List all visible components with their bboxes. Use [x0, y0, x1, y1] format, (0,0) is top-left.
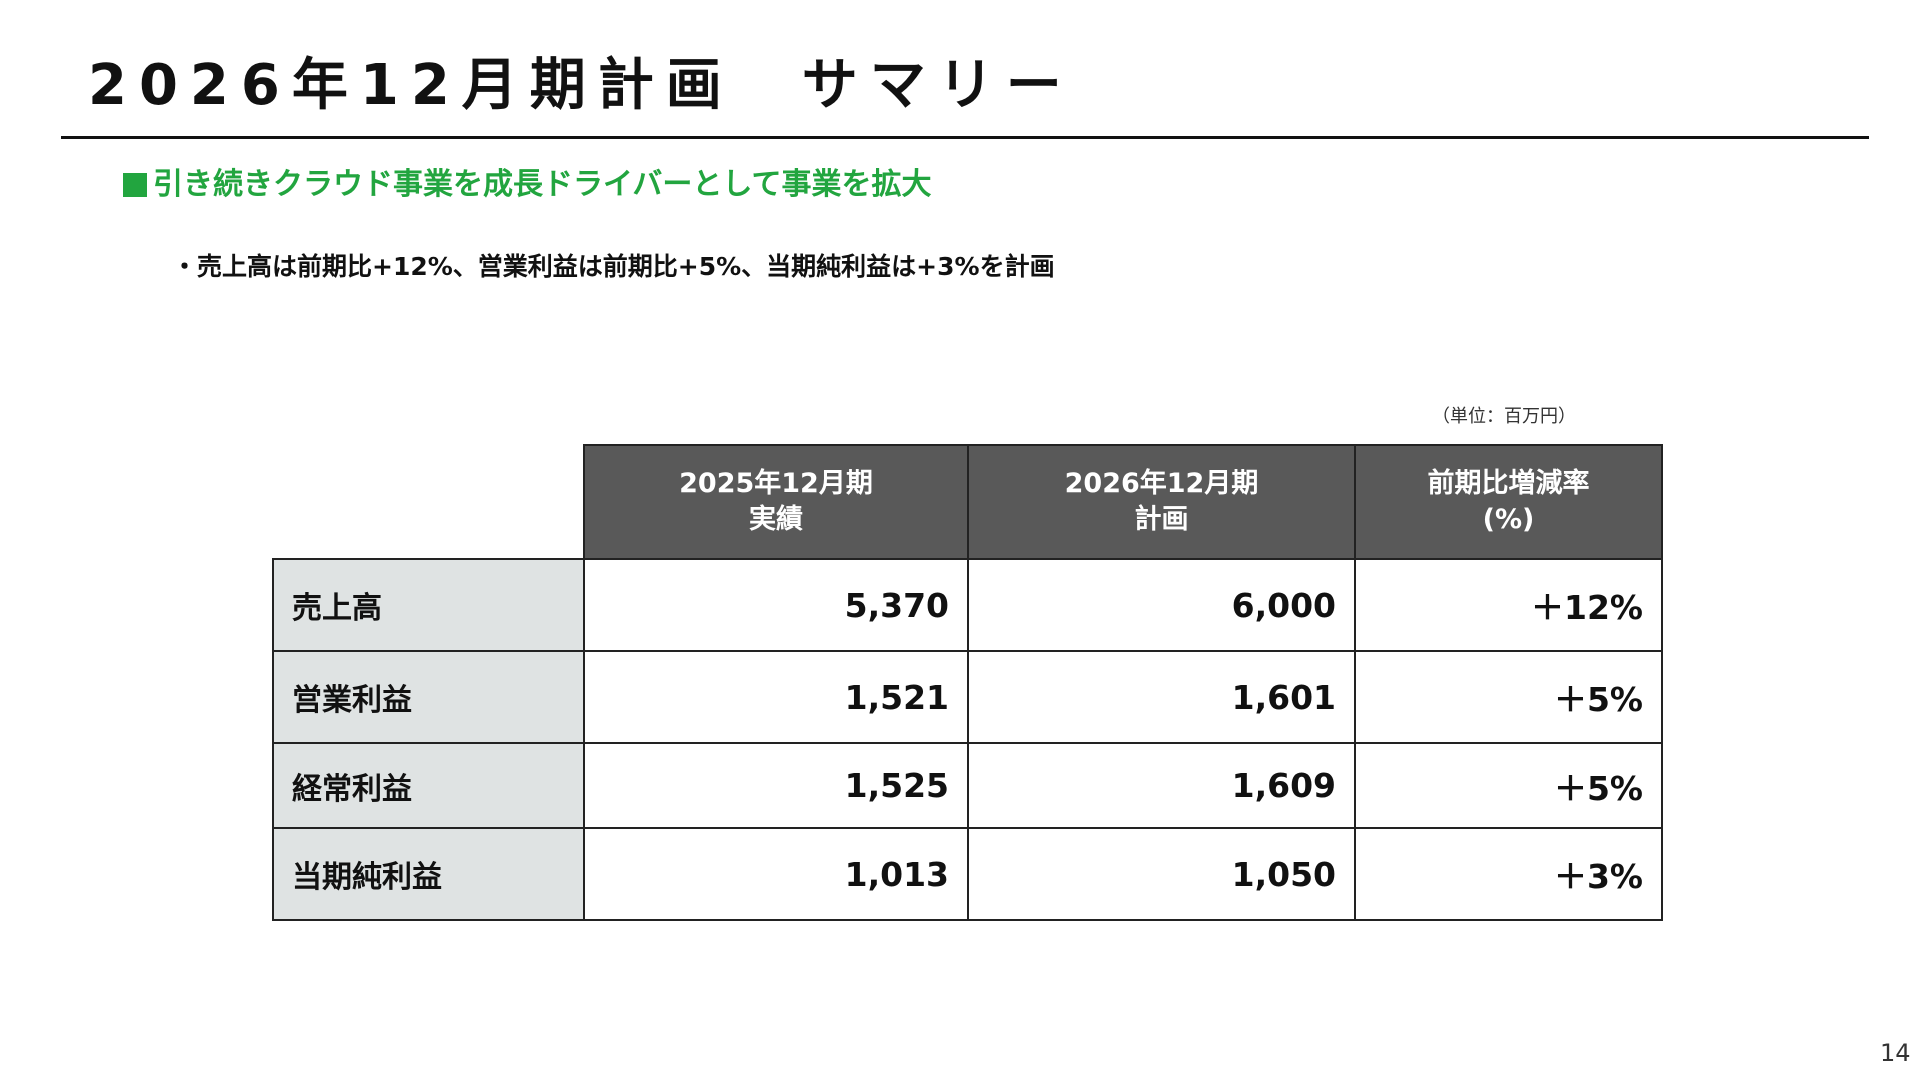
page-title: 2026年12月期計画 サマリー — [88, 53, 1074, 118]
table-header-row: 2025年12月期 実績 2026年12月期 計画 前期比増減率 (%) — [273, 444, 1663, 560]
cell-actual: 1,013 — [583, 827, 969, 921]
cell-plan: 1,609 — [967, 742, 1356, 829]
unit-note: （単位：百万円） — [1432, 406, 1576, 427]
section-heading-text: 引き続きクラウド事業を成長ドライバーとして事業を拡大 — [153, 167, 932, 202]
table-row-ordinary-profit: 経常利益 1,525 1,609 ＋5% — [272, 742, 1663, 829]
column-header-line: (%) — [1482, 504, 1535, 535]
cell-change: ＋5% — [1354, 742, 1663, 829]
square-bullet-icon — [123, 173, 147, 197]
summary-bullet: ・売上高は前期比+12%、営業利益は前期比+5%、当期純利益は+3%を計画 — [172, 252, 1055, 281]
section-heading: 引き続きクラウド事業を成長ドライバーとして事業を拡大 — [123, 165, 932, 205]
column-header-line: 2026年12月期 — [1064, 468, 1259, 499]
page-number: 14 — [1880, 1039, 1911, 1067]
cell-plan: 6,000 — [967, 558, 1356, 652]
table-row-operating-profit: 営業利益 1,521 1,601 ＋5% — [272, 650, 1663, 744]
table-row-net-sales: 売上高 5,370 6,000 ＋12% — [272, 558, 1663, 652]
table-corner-cell — [273, 445, 585, 560]
cell-plan: 1,601 — [967, 650, 1356, 744]
cell-plan: 1,050 — [967, 827, 1356, 921]
cell-change: ＋3% — [1354, 827, 1663, 921]
row-label: 経常利益 — [272, 742, 585, 829]
column-header-line: 前期比増減率 — [1427, 468, 1590, 499]
column-header-2025-actual: 2025年12月期 実績 — [583, 444, 969, 560]
column-header-change-rate: 前期比増減率 (%) — [1354, 444, 1663, 560]
column-header-line: 2025年12月期 — [679, 468, 873, 499]
row-label: 当期純利益 — [272, 827, 585, 921]
cell-change: ＋12% — [1354, 558, 1663, 652]
cell-actual: 5,370 — [583, 558, 969, 652]
row-label: 売上高 — [272, 558, 585, 652]
cell-change: ＋5% — [1354, 650, 1663, 744]
column-header-line: 計画 — [1134, 504, 1189, 535]
title-underline — [61, 136, 1869, 139]
row-label: 営業利益 — [272, 650, 585, 744]
column-header-line: 実績 — [749, 504, 803, 535]
cell-actual: 1,521 — [583, 650, 969, 744]
table-row-net-income: 当期純利益 1,013 1,050 ＋3% — [272, 827, 1663, 921]
financial-plan-table: 2025年12月期 実績 2026年12月期 計画 前期比増減率 (%) 売上高… — [272, 444, 1663, 921]
cell-actual: 1,525 — [583, 742, 969, 829]
column-header-2026-plan: 2026年12月期 計画 — [967, 444, 1356, 560]
